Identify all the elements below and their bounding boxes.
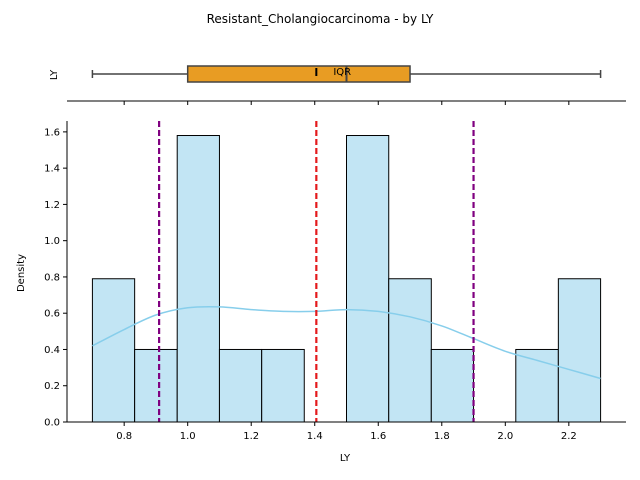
- histogram-bar: [176, 135, 220, 423]
- x-axis-label: LY: [340, 453, 351, 464]
- histogram-bar: [91, 278, 136, 423]
- histogram-bar: [346, 135, 390, 423]
- y-tick-label: 0.8: [44, 272, 60, 283]
- chart-title: Resistant_Cholangiocarcinoma - by LY: [207, 12, 434, 26]
- histogram-bar: [388, 278, 432, 423]
- boxplot-iqr-annotation: IQR: [333, 67, 351, 78]
- y-tick-label: 1.4: [44, 164, 60, 175]
- x-tick-label: 1.4: [307, 431, 323, 442]
- histogram-bar: [218, 348, 263, 423]
- x-tick-label: 1.2: [243, 431, 259, 442]
- boxplot-panel: IQR: [67, 65, 626, 105]
- histogram-bar: [557, 278, 602, 423]
- y-tick-label: 0.4: [44, 345, 60, 356]
- histogram-panel: 0.8 1.0 1.2 1.4 1.6 1.8 2.0 2.2 0.0 0.2 0.4 0.6 0.8 1…: [44, 121, 626, 442]
- boxplot-y-axis-label: LY: [49, 69, 60, 80]
- kde-curve: [92, 305, 601, 380]
- x-tick-label: 2.0: [497, 431, 513, 442]
- x-tick-label: 1.8: [434, 431, 450, 442]
- histogram-bar: [134, 348, 178, 423]
- y-tick-label: 1.0: [44, 236, 60, 247]
- histogram-bar: [430, 348, 475, 423]
- x-tick-label: 2.2: [561, 431, 577, 442]
- x-tick-label: 1.0: [180, 431, 196, 442]
- y-tick-label: 1.6: [44, 127, 60, 138]
- histogram-bar: [515, 348, 559, 423]
- y-axis-label: Density: [16, 254, 27, 292]
- boxplot-iqr-box: [186, 65, 411, 83]
- x-tick-label: 0.8: [116, 431, 132, 442]
- histogram-bar: [261, 348, 305, 423]
- y-tick-label: 0.6: [44, 309, 60, 320]
- y-tick-label: 0.2: [44, 381, 60, 392]
- x-tick-label: 1.6: [370, 431, 386, 442]
- y-tick-label: 0.0: [44, 418, 60, 429]
- y-tick-label: 1.2: [44, 200, 60, 211]
